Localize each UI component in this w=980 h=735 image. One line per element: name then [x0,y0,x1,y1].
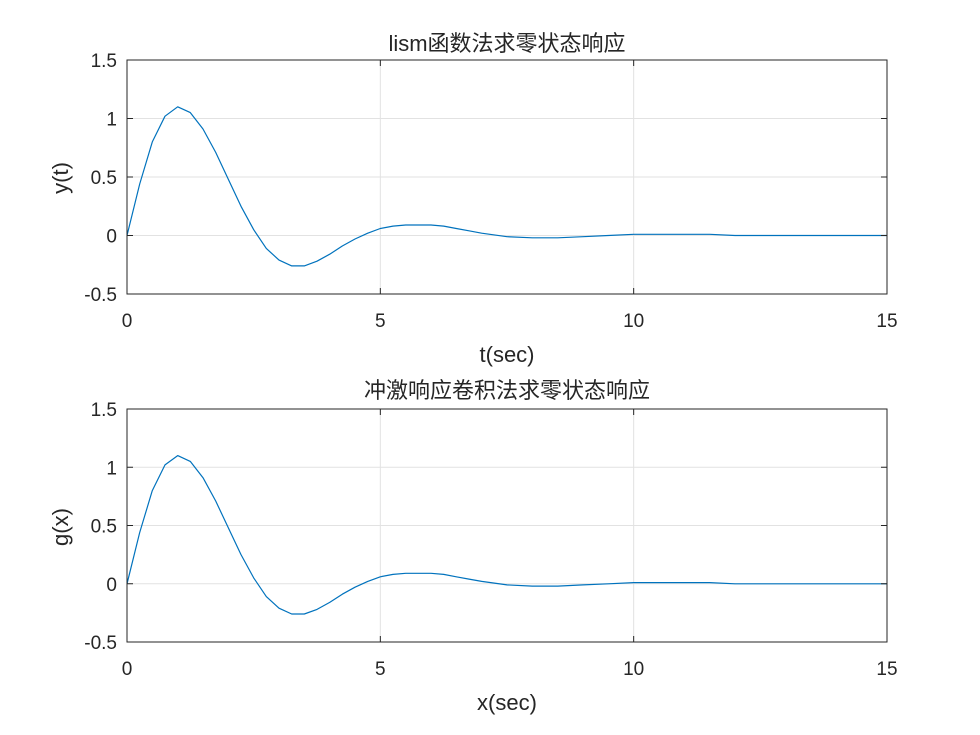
x-tick-label: 5 [375,311,386,332]
x-tick-label: 0 [122,311,133,332]
y-axis-label: g(x) [48,508,73,546]
x-axis-ticks: 0 5 10 15 [122,409,898,680]
subplot-bottom: 冲激响应卷积法求零状态响应 0 5 10 15 -0.500.511.5 x(sec)… [48,378,898,715]
y-tick-label: 0.5 [91,168,117,189]
x-tick-label: 15 [876,659,897,680]
x-tick-label: 15 [876,311,897,332]
x-axis-label: t(sec) [480,342,535,367]
chart-title: 冲激响应卷积法求零状态响应 [364,378,650,403]
y-tick-label: -0.5 [84,633,117,654]
y-tick-label: 1.5 [91,51,117,72]
x-tick-label: 0 [122,659,133,680]
series-line [126,106,887,267]
y-tick-label: 0 [106,575,117,596]
x-tick-label: 10 [623,659,644,680]
y-tick-label: 0 [106,227,117,248]
grid [127,409,887,642]
y-axis-ticks: -0.5 0 0.5 1 1.5 [84,400,887,654]
y-axis-label: y(t) [48,162,73,194]
x-axis-ticks: 0 5 10 15 [122,60,898,332]
y-tick-label: 1 [106,458,117,479]
x-tick-label: 10 [623,311,644,332]
series-line [126,455,887,615]
y-tick-label: -0.5 [84,285,117,306]
x-tick-label: 5 [375,659,386,680]
chart-title: lism函数法求零状态响应 [388,31,625,56]
y-tick-label: 1 [106,110,117,131]
y-tick-label: 1.5 [91,400,117,421]
x-axis-label: x(sec) [477,690,537,715]
subplot-top: lism函数法求零状态响应 0 5 10 15 -0.500.511.5 t(sec)… [48,31,898,367]
y-tick-label: 0.5 [91,517,117,538]
y-axis-ticks: -0.5 0 0.5 1 1.5 [84,51,887,306]
